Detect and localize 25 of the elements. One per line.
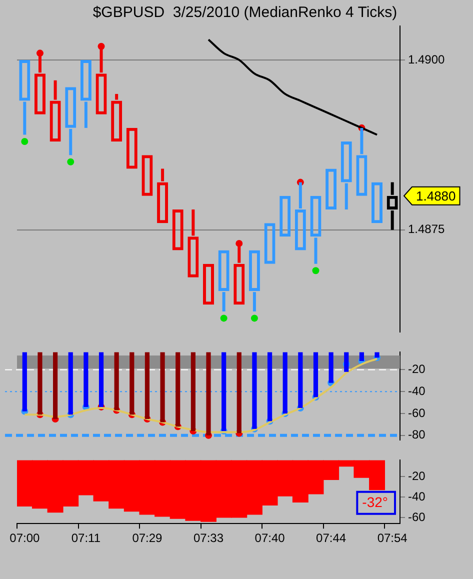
x-tick-label: 07:44	[316, 531, 346, 546]
point	[312, 267, 320, 274]
y-tick-label: -60	[408, 406, 426, 420]
y-tick-label: 1.4875	[408, 222, 446, 236]
point	[220, 314, 228, 322]
chart-title: $GBPUSD 3/25/2010 (MedianRenko 4 Ticks)	[92, 4, 398, 22]
y-tick-label: -20	[408, 362, 426, 376]
y-tick-label: -60	[408, 510, 426, 524]
x-tick-label: 07:40	[254, 531, 286, 546]
x-tick-label: 07:54	[377, 531, 408, 546]
x-tick-label: 07:33	[193, 531, 224, 546]
y-tick-label: 1.4900	[408, 52, 446, 66]
x-tick-label: 07:00	[10, 531, 40, 546]
y-tick-label: -20	[408, 468, 426, 483]
point	[250, 314, 258, 322]
y-tick-label: -40	[408, 489, 426, 504]
y-tick-label: -80	[408, 428, 426, 442]
annotation: -32°	[362, 494, 388, 510]
line-series	[208, 38, 378, 136]
text: 1.4880	[416, 188, 456, 204]
x-tick-label: 07:29	[132, 531, 163, 546]
y-tick-label: -40	[408, 384, 426, 398]
point	[67, 158, 74, 166]
point	[21, 138, 28, 146]
x-tick-label: 07:11	[71, 531, 101, 546]
